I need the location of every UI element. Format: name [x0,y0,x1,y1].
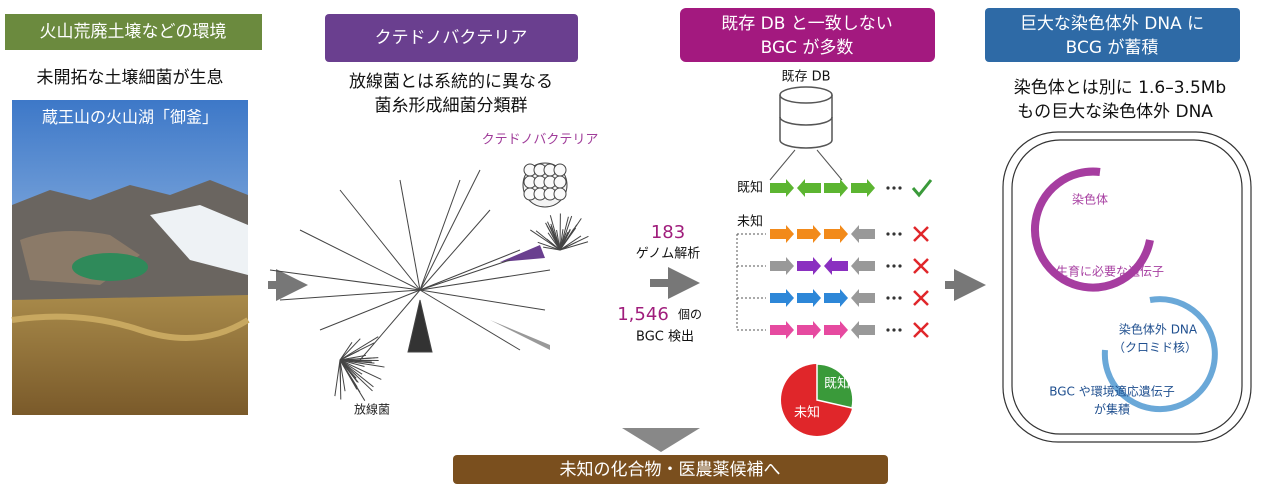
gene [851,289,875,307]
gene [770,179,794,197]
gene [824,179,848,197]
ellipsis [892,232,895,235]
ellipsis [892,328,895,331]
bgc-unit: 個の [678,308,702,322]
gene [770,289,794,307]
gene [851,257,875,275]
branch [335,360,340,396]
spore [554,176,566,188]
pie-known: 既知 [824,376,850,392]
spore [554,164,566,176]
ellipsis [892,296,895,299]
mega-subtitle: もの巨大な染色体外 DNA [1017,102,1213,122]
genome-count: 183 [651,222,685,243]
gene [824,225,848,243]
gene [770,225,794,243]
cross [914,227,928,241]
ellipsis [886,264,889,267]
down-arrow [622,428,700,452]
chromosome-label: 染色体 [1072,192,1108,207]
branch [300,230,420,290]
ellipsis [892,264,895,267]
bgc-header: 既存 DB と一致しない [721,14,893,34]
bgc-label: BGC 検出 [636,330,694,345]
env-subtitle: 未開拓な土壌細菌が生息 [37,68,224,88]
chromid-label: （クロミド核） [1113,341,1197,355]
branch [420,270,550,290]
branch [270,270,420,290]
gene [851,321,875,339]
database-icon [770,87,842,180]
db-label: 既存 DB [781,70,830,85]
bgc-genes: が集積 [1094,402,1130,417]
ktedono-subtitle: 菌糸形成細菌分類群 [375,96,528,116]
extra-dna-label: 染色体外 DNA [1119,322,1198,337]
gene [797,225,821,243]
mega-header: 巨大な染色体外 DNA に [1020,14,1204,34]
pie [781,364,853,436]
photo [12,100,248,415]
branch [420,290,545,310]
cross [914,259,928,273]
ellipsis [898,264,901,267]
bgc-count: 1,546 [617,304,669,325]
clade-label: クテドノバクテリア [482,133,599,148]
gene [851,225,875,243]
pie-unknown: 未知 [794,405,820,421]
essential-genes: 生育に必要な遺伝子 [1056,264,1164,279]
bgc-header: BGC が多数 [761,38,854,58]
mega-header: BCG が蓄積 [1066,38,1159,58]
gene [824,257,848,275]
ellipsis [898,186,901,189]
gene [797,289,821,307]
cross [914,291,928,305]
ellipsis [886,186,889,189]
branch [340,343,374,360]
gene [797,179,821,197]
diagram: 火山荒廃土壌などの環境 未開拓な土壌細菌が生息 蔵王山の火山湖「御釜」 クテドノ… [0,0,1269,484]
unknown-label: 未知 [737,214,763,230]
ellipsis [898,232,901,235]
branch [420,250,520,290]
gene [824,321,848,339]
check [913,180,931,195]
actino-label: 放線菌 [354,402,390,417]
branch [400,180,420,290]
genome-label: ゲノム解析 [636,247,701,262]
branch [420,170,480,290]
ellipsis [886,296,889,299]
ellipsis [898,296,901,299]
known-label: 既知 [737,180,763,196]
bgc-genes: BGC や環境適応遺伝子 [1049,384,1175,399]
branch [420,180,460,290]
mega-subtitle: 染色体とは別に 1.6–3.5Mb [1014,78,1226,98]
branch [420,290,520,350]
env-header: 火山荒廃土壌などの環境 [40,22,227,42]
ktedono-header: クテドノバクテリア [375,28,528,48]
ellipsis [898,328,901,331]
spore [554,188,566,200]
gene [770,321,794,339]
gene [770,257,794,275]
ellipsis [886,328,889,331]
gene-clusters [737,179,931,339]
branch [340,190,420,290]
gene [824,289,848,307]
phylogenetic-tree [270,163,588,401]
footer: 未知の化合物・医農薬候補へ [560,460,781,480]
ellipsis [892,186,895,189]
photo-caption: 蔵王山の火山湖「御釜」 [42,108,218,127]
ktedono-subtitle: 放線菌とは系統的に異なる [349,72,553,92]
gene [797,321,821,339]
gene [797,257,821,275]
cross [914,323,928,337]
gene [851,179,875,197]
ellipsis [886,232,889,235]
